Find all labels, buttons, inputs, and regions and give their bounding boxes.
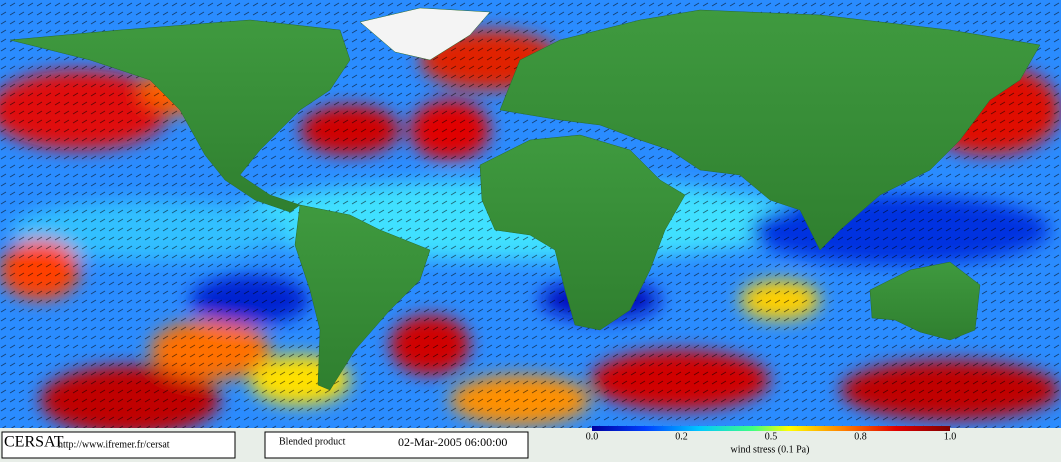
colorbar-ticks: 0.0 0.2 0.5 0.8 1.0 — [586, 431, 957, 442]
product-box — [264, 431, 529, 459]
land — [9, 7, 1041, 391]
url: http://www.ifremer.fr/cersat — [58, 439, 170, 450]
colorbar-tick-label: 0.5 — [765, 431, 778, 442]
colorbar-label: wind stress (0.1 Pa) — [731, 444, 810, 455]
logo: CERSAT — [4, 434, 64, 451]
colorbar-tick-label: 0.8 — [854, 431, 867, 442]
timestamp: 02-Mar-2005 06:00:00 — [398, 435, 507, 449]
colorbar-tick-label: 0.0 — [586, 431, 599, 442]
colorbar-tick-label: 0.2 — [675, 431, 688, 442]
colorbar — [592, 426, 950, 431]
info-box — [1, 431, 236, 459]
product: Blended product — [279, 436, 346, 447]
colorbar-tick-label: 1.0 — [944, 431, 957, 442]
